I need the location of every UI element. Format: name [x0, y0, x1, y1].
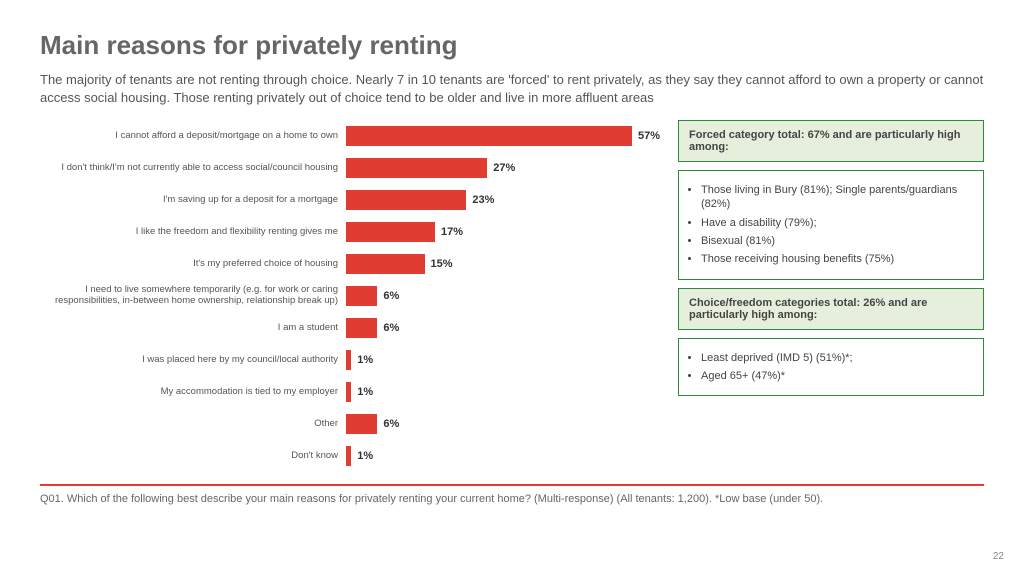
bar [346, 190, 466, 210]
bar-value: 15% [431, 258, 453, 270]
bar-row: I don't think/I'm not currently able to … [40, 152, 660, 184]
page-number: 22 [993, 551, 1004, 562]
page-subtitle: The majority of tenants are not renting … [40, 71, 984, 106]
bar-row: My accommodation is tied to my employer 1… [40, 376, 660, 408]
bar-label: I am a student [40, 323, 346, 334]
bar [346, 318, 377, 338]
bar-row: It's my preferred choice of housing 15% [40, 248, 660, 280]
bar-value: 23% [472, 194, 494, 206]
bar-label: Don't know [40, 451, 346, 462]
bar-value: 57% [638, 130, 660, 142]
bar-row: I need to live somewhere temporarily (e.… [40, 280, 660, 312]
bar [346, 286, 377, 306]
callouts: Forced category total: 67% and are parti… [678, 120, 984, 472]
callout-bullet: Bisexual (81%) [701, 234, 973, 248]
bar [346, 414, 377, 434]
page-title: Main reasons for privately renting [40, 30, 984, 61]
bar-row: I'm saving up for a deposit for a mortga… [40, 184, 660, 216]
bar-value: 6% [383, 322, 399, 334]
bar [346, 382, 351, 402]
bar [346, 254, 425, 274]
bar-value: 17% [441, 226, 463, 238]
bar-row: I cannot afford a deposit/mortgage on a … [40, 120, 660, 152]
bar [346, 222, 435, 242]
divider [40, 484, 984, 486]
bar-label: I was placed here by my council/local au… [40, 355, 346, 366]
callout-body: Least deprived (IMD 5) (51%)*; Aged 65+ (… [678, 338, 984, 397]
callout-bullet: Those receiving housing benefits (75%) [701, 252, 973, 266]
bar-row: Don't know 1% [40, 440, 660, 472]
callout-header: Choice/freedom categories total: 26% and… [678, 288, 984, 330]
callout-bullet: Aged 65+ (47%)* [701, 369, 973, 383]
bar-chart: I cannot afford a deposit/mortgage on a … [40, 120, 660, 472]
bar-row: I was placed here by my council/local au… [40, 344, 660, 376]
bar-value: 1% [357, 354, 373, 366]
bar-row: I like the freedom and flexibility renti… [40, 216, 660, 248]
bar-value: 1% [357, 450, 373, 462]
footnote: Q01. Which of the following best describ… [0, 492, 1024, 507]
bar-value: 27% [493, 162, 515, 174]
bar [346, 158, 487, 178]
bar-row: Other 6% [40, 408, 660, 440]
bar-label: I need to live somewhere temporarily (e.… [40, 285, 346, 307]
callout-body: Those living in Bury (81%); Single paren… [678, 170, 984, 279]
callout-header: Forced category total: 67% and are parti… [678, 120, 984, 162]
bar-value: 1% [357, 386, 373, 398]
bar-label: Other [40, 419, 346, 430]
bar-value: 6% [383, 418, 399, 430]
bar-label: I'm saving up for a deposit for a mortga… [40, 195, 346, 206]
bar-row: I am a student 6% [40, 312, 660, 344]
bar-label: My accommodation is tied to my employer [40, 387, 346, 398]
bar-label: I like the freedom and flexibility renti… [40, 227, 346, 238]
bar [346, 446, 351, 466]
bar [346, 126, 632, 146]
callout-bullet: Have a disability (79%); [701, 216, 973, 230]
callout-bullet: Those living in Bury (81%); Single paren… [701, 183, 973, 212]
bar [346, 350, 351, 370]
bar-value: 6% [383, 290, 399, 302]
bar-label: It's my preferred choice of housing [40, 259, 346, 270]
callout-bullet: Least deprived (IMD 5) (51%)*; [701, 351, 973, 365]
bar-label: I don't think/I'm not currently able to … [40, 163, 346, 174]
bar-label: I cannot afford a deposit/mortgage on a … [40, 131, 346, 142]
